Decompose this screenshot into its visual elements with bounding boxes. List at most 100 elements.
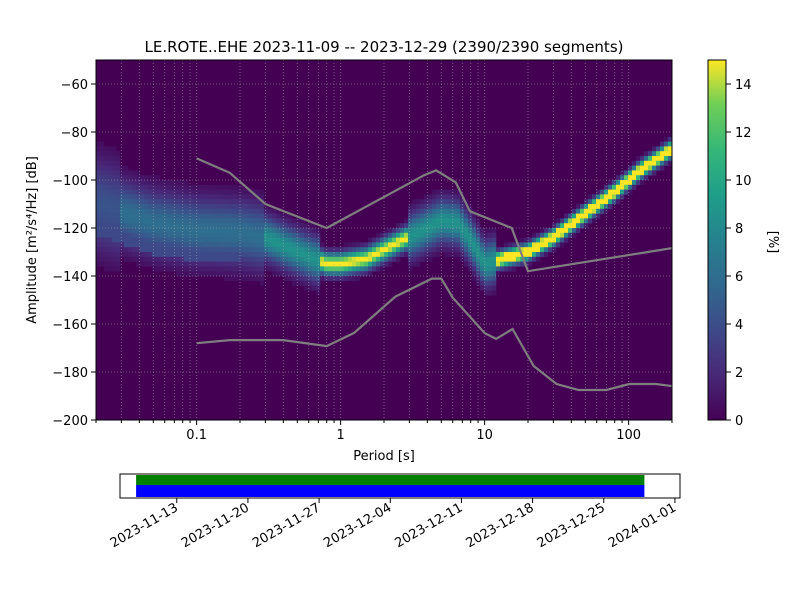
heatmap-cell [168, 199, 173, 205]
heatmap-cell [604, 194, 609, 200]
heatmap-cell [324, 271, 329, 277]
heatmap-cell [620, 170, 625, 176]
heatmap-cell [128, 242, 133, 248]
heatmap-cell [208, 228, 213, 234]
heatmap-cell [112, 242, 117, 248]
heatmap-cell [388, 261, 393, 267]
heatmap-cell [384, 228, 389, 234]
heatmap-cell [368, 261, 373, 267]
heatmap-cell [144, 199, 149, 205]
heatmap-cell [128, 256, 133, 262]
heatmap-cell [304, 223, 309, 229]
heatmap-cell [296, 228, 301, 234]
heatmap-cell [240, 261, 245, 267]
heatmap-cell [288, 266, 293, 272]
heatmap-cell [108, 189, 113, 195]
heatmap-cell [176, 204, 181, 210]
heatmap-cell [96, 256, 101, 262]
heatmap-cell [284, 261, 289, 267]
heatmap-cell [512, 247, 517, 253]
heatmap-cell [116, 218, 121, 224]
heatmap-cell [100, 151, 105, 157]
heatmap-cell [248, 247, 253, 253]
heatmap-cell [244, 199, 249, 205]
heatmap-cell [116, 165, 121, 171]
heatmap-cell [208, 261, 213, 267]
heatmap-cell [436, 208, 441, 214]
heatmap-cell [164, 237, 169, 243]
heatmap-cell [200, 271, 205, 277]
heatmap-cell [184, 180, 189, 186]
heatmap-cell [136, 223, 141, 229]
y-tick-label: −140 [52, 270, 88, 285]
heatmap-cell [256, 271, 261, 277]
heatmap-cell [120, 204, 125, 210]
heatmap-cell [132, 208, 137, 214]
heatmap-cell [420, 247, 425, 253]
heatmap-cell [296, 218, 301, 224]
heatmap-cell [344, 242, 349, 248]
heatmap-cell [292, 242, 297, 248]
heatmap-cell [368, 237, 373, 243]
heatmap-cell [140, 199, 145, 205]
heatmap-cell [412, 252, 417, 258]
heatmap-cell [296, 261, 301, 267]
heatmap-cell [480, 266, 485, 272]
heatmap-cell [496, 252, 501, 258]
heatmap-cell [148, 199, 153, 205]
heatmap-cell [564, 213, 569, 219]
heatmap-cell [416, 252, 421, 258]
heatmap-cell [468, 223, 473, 229]
heatmap-cell [132, 184, 137, 190]
heatmap-cell [100, 141, 105, 147]
heatmap-cell [160, 208, 165, 214]
heatmap-cell [636, 170, 641, 176]
heatmap-cell [396, 237, 401, 243]
heatmap-cell [336, 261, 341, 267]
heatmap-cell [240, 208, 245, 214]
heatmap-cell [136, 252, 141, 258]
heatmap-cell [324, 261, 329, 267]
heatmap-cell [424, 237, 429, 243]
heatmap-cell [96, 141, 101, 147]
heatmap-cell [288, 261, 293, 267]
heatmap-cell [416, 256, 421, 262]
heatmap-cell [248, 237, 253, 243]
heatmap-cell [480, 261, 485, 267]
heatmap-cell [104, 180, 109, 186]
heatmap-cell [448, 247, 453, 253]
heatmap-cell [432, 232, 437, 238]
heatmap-cell [272, 247, 277, 253]
heatmap-cell [248, 213, 253, 219]
heatmap-cell [180, 208, 185, 214]
heatmap-cell [596, 208, 601, 214]
heatmap-cell [196, 218, 201, 224]
heatmap-cell [140, 184, 145, 190]
heatmap-cell [204, 247, 209, 253]
heatmap-cell [280, 256, 285, 262]
heatmap-cell [424, 232, 429, 238]
heatmap-cell [300, 223, 305, 229]
heatmap-cell [608, 194, 613, 200]
heatmap-cell [568, 232, 573, 238]
heatmap-cell [156, 266, 161, 272]
heatmap-cell [232, 232, 237, 238]
heatmap-cell [108, 180, 113, 186]
heatmap-cell [356, 276, 361, 282]
heatmap-cell [280, 247, 285, 253]
heatmap-cell [608, 189, 613, 195]
heatmap-cell [232, 218, 237, 224]
heatmap-cell [412, 242, 417, 248]
heatmap-cell [500, 261, 505, 267]
heatmap-cell [520, 242, 525, 248]
heatmap-cell [196, 232, 201, 238]
heatmap-cell [560, 228, 565, 234]
heatmap-cell [428, 199, 433, 205]
heatmap-cell [204, 242, 209, 248]
heatmap-cell [108, 165, 113, 171]
heatmap-cell [412, 228, 417, 234]
heatmap-cell [348, 266, 353, 272]
heatmap-cell [264, 204, 269, 210]
heatmap-cell [580, 208, 585, 214]
heatmap-cell [216, 228, 221, 234]
